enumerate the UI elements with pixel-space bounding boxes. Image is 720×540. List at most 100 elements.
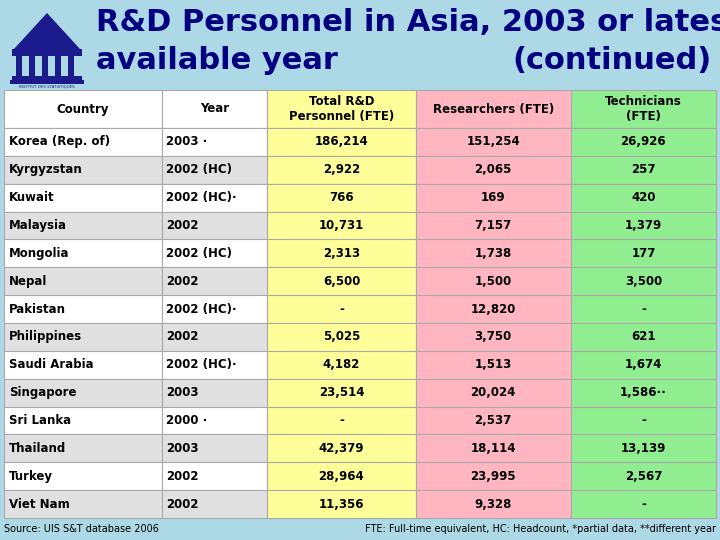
- Bar: [415, 184, 571, 212]
- Text: 1,500: 1,500: [474, 275, 512, 288]
- Bar: [571, 295, 716, 323]
- Bar: [6, 5, 88, 83]
- Bar: [4, 462, 162, 490]
- Text: 2003 ·: 2003 ·: [166, 136, 207, 148]
- Bar: [267, 379, 415, 407]
- Bar: [571, 156, 716, 184]
- Bar: [162, 323, 267, 351]
- Text: Year: Year: [200, 103, 229, 116]
- Bar: [571, 90, 716, 128]
- Text: -: -: [641, 497, 646, 511]
- Bar: [4, 90, 162, 128]
- Bar: [571, 212, 716, 239]
- Bar: [415, 239, 571, 267]
- Bar: [415, 90, 571, 128]
- Text: 2,537: 2,537: [474, 414, 512, 427]
- Bar: [267, 351, 415, 379]
- Bar: [267, 407, 415, 434]
- Bar: [4, 379, 162, 407]
- Text: Singapore: Singapore: [9, 386, 76, 399]
- Bar: [55, 56, 61, 76]
- Bar: [571, 407, 716, 434]
- Text: Pakistan: Pakistan: [9, 302, 66, 315]
- Text: Thailand: Thailand: [9, 442, 66, 455]
- Text: 2003: 2003: [166, 442, 199, 455]
- Text: 1,738: 1,738: [474, 247, 512, 260]
- Text: 621: 621: [631, 330, 656, 343]
- Text: 4,182: 4,182: [323, 358, 360, 372]
- Bar: [267, 90, 415, 128]
- Bar: [162, 295, 267, 323]
- Text: 186,214: 186,214: [315, 136, 369, 148]
- Bar: [0, 0, 720, 88]
- Bar: [267, 239, 415, 267]
- Bar: [415, 295, 571, 323]
- Bar: [267, 323, 415, 351]
- Text: 3,750: 3,750: [474, 330, 512, 343]
- Text: 28,964: 28,964: [319, 470, 364, 483]
- Text: Kuwait: Kuwait: [9, 191, 55, 204]
- Text: FTE: Full-time equivalent, HC: Headcount, *partial data, **different year: FTE: Full-time equivalent, HC: Headcount…: [365, 524, 716, 534]
- Text: 169: 169: [481, 191, 505, 204]
- Bar: [162, 239, 267, 267]
- Text: Sri Lanka: Sri Lanka: [9, 414, 71, 427]
- Text: 7,157: 7,157: [474, 219, 512, 232]
- Bar: [4, 267, 162, 295]
- Text: INSTITUT DES STATISTIQUES: INSTITUT DES STATISTIQUES: [19, 85, 75, 89]
- Text: 1,674: 1,674: [625, 358, 662, 372]
- Text: 2002: 2002: [166, 275, 199, 288]
- Text: (continued): (continued): [513, 46, 712, 75]
- Bar: [42, 56, 48, 76]
- Text: Mongolia: Mongolia: [9, 247, 70, 260]
- Text: 6,500: 6,500: [323, 275, 360, 288]
- Bar: [415, 156, 571, 184]
- Bar: [415, 267, 571, 295]
- Bar: [4, 351, 162, 379]
- Text: Korea (Rep. of): Korea (Rep. of): [9, 136, 110, 148]
- Bar: [4, 407, 162, 434]
- Text: -: -: [641, 302, 646, 315]
- Text: 2003: 2003: [166, 386, 199, 399]
- Text: available year: available year: [96, 46, 338, 75]
- Text: 9,328: 9,328: [474, 497, 512, 511]
- Bar: [162, 462, 267, 490]
- Text: 2,922: 2,922: [323, 163, 360, 176]
- Text: 257: 257: [631, 163, 656, 176]
- Bar: [4, 490, 162, 518]
- Bar: [571, 267, 716, 295]
- Text: 2,567: 2,567: [625, 470, 662, 483]
- Text: R&D Personnel in Asia, 2003 or latest: R&D Personnel in Asia, 2003 or latest: [96, 8, 720, 37]
- Bar: [571, 379, 716, 407]
- Bar: [68, 56, 74, 76]
- Text: Philippines: Philippines: [9, 330, 82, 343]
- Text: 23,995: 23,995: [470, 470, 516, 483]
- Bar: [162, 184, 267, 212]
- Bar: [571, 239, 716, 267]
- Bar: [162, 434, 267, 462]
- Text: 12,820: 12,820: [470, 302, 516, 315]
- Bar: [415, 490, 571, 518]
- Text: -: -: [641, 414, 646, 427]
- Text: 2002 (HC)·: 2002 (HC)·: [166, 191, 237, 204]
- Text: 26,926: 26,926: [621, 136, 666, 148]
- Bar: [571, 462, 716, 490]
- Text: 2002 (HC)·: 2002 (HC)·: [166, 302, 237, 315]
- Bar: [4, 323, 162, 351]
- Bar: [162, 407, 267, 434]
- Bar: [162, 90, 267, 128]
- Text: 2002: 2002: [166, 470, 199, 483]
- Text: 420: 420: [631, 191, 656, 204]
- Text: 3,500: 3,500: [625, 275, 662, 288]
- Bar: [29, 56, 35, 76]
- Bar: [267, 434, 415, 462]
- Bar: [162, 267, 267, 295]
- Text: 20,024: 20,024: [470, 386, 516, 399]
- Bar: [415, 407, 571, 434]
- Bar: [267, 212, 415, 239]
- Bar: [571, 434, 716, 462]
- Bar: [162, 379, 267, 407]
- Bar: [16, 56, 22, 76]
- Text: Researchers (FTE): Researchers (FTE): [433, 103, 554, 116]
- Bar: [267, 184, 415, 212]
- Bar: [162, 351, 267, 379]
